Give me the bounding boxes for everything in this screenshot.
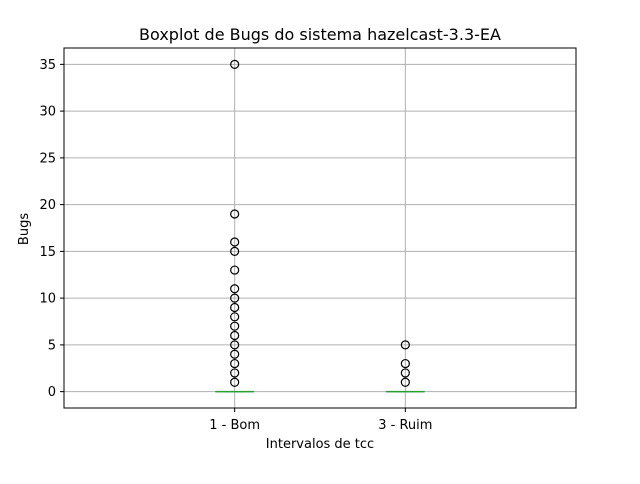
y-tick-label: 20 xyxy=(39,198,56,213)
y-tick-label: 25 xyxy=(39,151,56,166)
x-tick-label: 1 - Bom xyxy=(209,418,260,433)
y-tick-label: 5 xyxy=(48,338,56,353)
x-tick-label: 3 - Ruim xyxy=(378,418,432,433)
chart-title: Boxplot de Bugs do sistema hazelcast-3.3… xyxy=(139,25,501,44)
y-tick-label: 35 xyxy=(39,58,56,73)
axes-frame xyxy=(64,48,576,408)
y-tick-label: 0 xyxy=(48,385,56,400)
x-axis-label: Intervalos de tcc xyxy=(266,437,374,452)
y-axis-label: Bugs xyxy=(17,213,32,245)
y-tick-label: 30 xyxy=(39,105,56,120)
y-tick-label: 15 xyxy=(39,245,56,260)
y-tick-label: 10 xyxy=(39,292,56,307)
plot-area: 0 5 10 15 20 25 30 35 1 - Bom 3 - Ruim xyxy=(39,48,576,433)
